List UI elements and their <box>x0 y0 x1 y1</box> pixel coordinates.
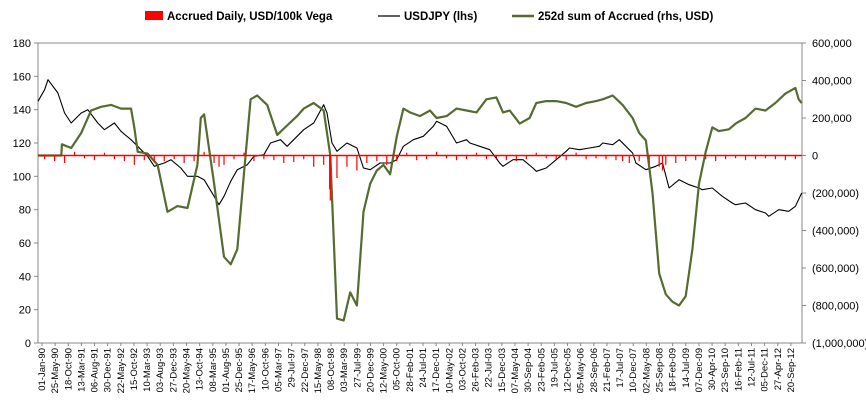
x-axis-tick-label: 12-Dec-05 <box>563 348 574 392</box>
x-axis-tick-label: 08-Mar-95 <box>208 348 219 392</box>
x-axis-tick-label: 18-Feb-09 <box>668 348 679 392</box>
right-axis-tick-label: (1,000,000) <box>812 338 866 350</box>
x-axis-tick-label: 30-Apr-10 <box>707 348 718 390</box>
left-axis-tick-label: 40 <box>19 271 31 283</box>
plot-area-border <box>38 43 802 343</box>
x-axis-tick-label: 17-Jul-07 <box>615 348 626 388</box>
x-axis-tick-label: 20-Dec-99 <box>365 348 376 392</box>
x-axis-tick-label: 10-Mar-93 <box>142 348 153 392</box>
x-axis-tick-label: 10-May-02 <box>444 348 455 393</box>
right-axis-tick-label: 0 <box>812 151 818 163</box>
x-axis-tick-label: 22-Jul-03 <box>484 348 495 388</box>
x-axis-tick-label: 27-Dec-93 <box>168 348 179 392</box>
x-axis-tick-label: 28-Feb-01 <box>405 348 416 392</box>
x-axis-tick-label: 03-Oct-02 <box>457 348 468 390</box>
x-axis-tick-label: 05-Oct-00 <box>392 348 403 390</box>
x-axis-tick-label: 02-May-08 <box>641 348 652 393</box>
x-axis-tick-label: 22-Dec-97 <box>300 348 311 392</box>
left-axis-tick-label: 80 <box>19 205 31 217</box>
right-axis-tick-label: (400,000) <box>812 226 859 238</box>
left-axis-tick-label: 100 <box>13 171 31 183</box>
x-axis-tick-label: 25-Dec-95 <box>234 348 245 392</box>
left-axis-tick-label: 140 <box>13 105 31 117</box>
x-axis-tick-label: 15-Oct-92 <box>129 348 140 390</box>
x-axis-tick-label: 20-Sep-12 <box>786 348 797 392</box>
left-axis-tick-label: 120 <box>13 138 31 150</box>
x-axis-tick-label: 05-Dec-11 <box>760 348 771 392</box>
x-axis-tick-label: 01-Aug-95 <box>221 348 232 392</box>
legend-label-usdjpy: USDJPY (lhs) <box>404 11 477 23</box>
right-axis-tick-label: (200,000) <box>812 188 859 200</box>
x-axis-tick-label: 07-May-04 <box>510 348 521 393</box>
x-axis-tick-label: 18-Oct-90 <box>63 348 74 390</box>
x-axis-tick-label: 08-Oct-98 <box>326 348 337 390</box>
legend-label-accrued: Accrued Daily, USD/100k Vega <box>167 11 333 23</box>
x-axis-tick-label: 16-Feb-11 <box>733 348 744 391</box>
legend-label-sum252: 252d sum of Accrued (rhs, USD) <box>538 11 713 23</box>
right-axis-tick-label: 200,000 <box>812 113 852 125</box>
x-axis-tick-label: 12-Jul-11 <box>746 348 757 387</box>
left-axis-tick-label: 60 <box>19 238 31 250</box>
x-axis-tick-label: 05-Mar-97 <box>273 348 284 392</box>
x-axis-tick-label: 23-Sep-10 <box>720 348 731 392</box>
x-axis-tick-label: 27-Apr-12 <box>773 348 784 390</box>
right-axis-tick-label: 600,000 <box>812 38 852 50</box>
sum-252d-line <box>38 88 802 321</box>
x-axis-tick-label: 01-Jan-90 <box>37 348 48 391</box>
x-axis-tick-label: 12-May-00 <box>379 348 390 393</box>
x-axis-tick-label: 17-May-96 <box>247 348 258 393</box>
x-axis-tick-label: 10-Dec-07 <box>628 348 639 392</box>
left-axis-tick-label: 180 <box>13 38 31 50</box>
x-axis-tick-label: 30-Sep-04 <box>523 348 534 392</box>
right-axis-tick-label: 400,000 <box>812 76 852 88</box>
x-axis-tick-label: 30-Dec-91 <box>103 348 114 392</box>
x-axis-tick-label: 14-Jul-09 <box>681 348 692 388</box>
legend: Accrued Daily, USD/100k Vega USDJPY (lhs)… <box>145 11 713 23</box>
axes-layer <box>34 43 806 346</box>
x-axis-tick-label: 23-Feb-05 <box>536 348 547 392</box>
x-axis-tick-label: 05-May-06 <box>576 348 587 393</box>
tick-labels-layer: 0 20 40 60 80 100 120 140 160 180 600,000 400,000 20… <box>13 38 866 393</box>
x-axis-tick-label: 19-Jul-05 <box>549 348 560 388</box>
x-axis-tick-label: 29-Jul-97 <box>287 348 298 388</box>
x-axis-tick-label: 21-Feb-07 <box>602 348 613 392</box>
x-axis-tick-label: 25-May-90 <box>50 348 61 393</box>
right-axis-tick-label: (600,000) <box>812 263 859 275</box>
x-axis-tick-label: 25-Sep-08 <box>655 348 666 392</box>
x-axis-tick-label: 15-May-98 <box>313 348 324 393</box>
x-axis-tick-label: 22-May-92 <box>116 348 127 393</box>
x-axis-tick-label: 20-May-94 <box>182 348 193 393</box>
x-axis-tick-label: 27-Jul-99 <box>352 348 363 388</box>
x-axis-tick-label: 07-Dec-09 <box>694 348 705 392</box>
x-axis-tick-label: 10-Oct-96 <box>260 348 271 390</box>
left-axis-tick-label: 20 <box>19 305 31 317</box>
x-axis-tick-label: 15-Dec-03 <box>497 348 508 392</box>
series-layer <box>38 80 802 321</box>
x-axis-tick-label: 28-Sep-06 <box>589 348 600 392</box>
left-axis-tick-label: 160 <box>13 71 31 83</box>
x-axis-tick-label: 26-Feb-03 <box>471 348 482 392</box>
left-axis-tick-label: 0 <box>25 338 31 350</box>
x-axis-tick-label: 06-Aug-91 <box>90 348 101 392</box>
x-axis-tick-label: 13-Mar-91 <box>76 348 87 392</box>
x-axis-tick-label: 24-Jul-01 <box>418 348 429 388</box>
x-axis-tick-label: 13-Oct-94 <box>195 348 206 390</box>
right-axis-tick-label: (800,000) <box>812 301 859 313</box>
x-axis-tick-label: 03-Mar-99 <box>339 348 350 392</box>
usdjpy-line <box>38 80 802 217</box>
x-axis-tick-label: 17-Dec-01 <box>431 348 442 392</box>
legend-swatch-accrued <box>145 11 163 20</box>
x-axis-tick-label: 03-Aug-93 <box>155 348 166 392</box>
